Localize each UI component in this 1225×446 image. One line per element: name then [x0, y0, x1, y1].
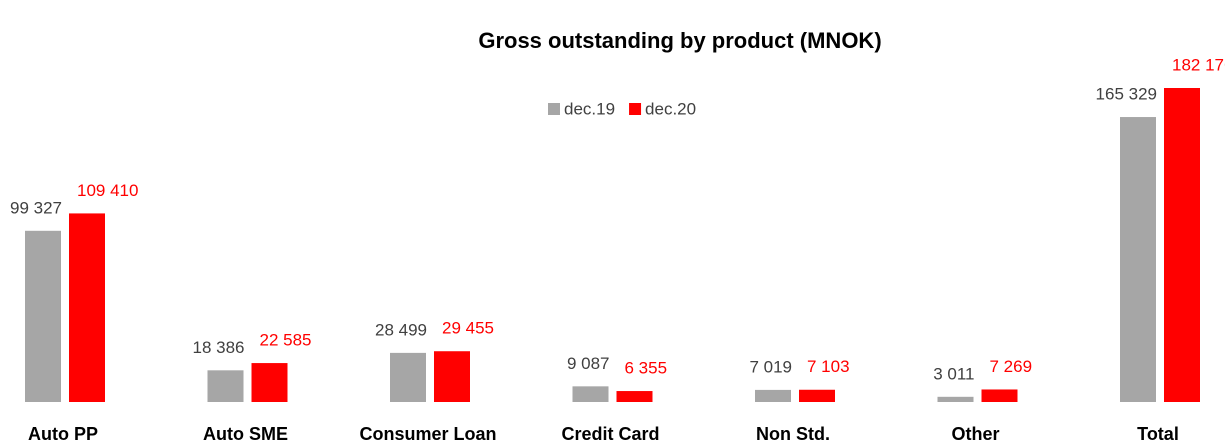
- legend-swatch: [548, 103, 560, 115]
- data-label: 22 585: [260, 331, 312, 350]
- x-tick-label: Auto PP: [28, 424, 98, 444]
- bar: [937, 396, 974, 402]
- data-label: 9 087: [567, 354, 610, 373]
- data-label: 165 329: [1096, 85, 1157, 104]
- data-label: 29 455: [442, 319, 494, 338]
- x-tick-label: Other: [951, 424, 999, 444]
- data-label: 7 103: [807, 357, 850, 376]
- data-label: 99 327: [10, 198, 62, 217]
- bar: [251, 363, 288, 402]
- legend-swatch: [629, 103, 642, 115]
- bar: [69, 213, 105, 402]
- data-label: 7 019: [749, 357, 792, 376]
- data-label: 18 386: [193, 338, 245, 357]
- data-label: 28 499: [375, 320, 427, 339]
- legend-label: dec.19: [564, 99, 615, 118]
- bar: [1120, 117, 1156, 402]
- data-label: 182 176: [1172, 55, 1225, 74]
- data-label: 3 011: [933, 364, 974, 383]
- data-label: 7 269: [990, 357, 1033, 376]
- bar: [799, 389, 835, 402]
- x-tick-label: Consumer Loan: [359, 424, 496, 444]
- chart-title: Gross outstanding by product (MNOK): [478, 28, 881, 53]
- bar: [25, 230, 61, 402]
- legend-label: dec.20: [645, 99, 696, 118]
- bar: [207, 370, 244, 402]
- x-tick-label: Total: [1137, 424, 1179, 444]
- bar: [1164, 88, 1200, 402]
- bar: [390, 352, 426, 402]
- bar: [755, 389, 791, 402]
- bar: [981, 389, 1018, 402]
- data-label: 6 355: [625, 359, 668, 378]
- bar: [434, 351, 470, 402]
- bar: [616, 391, 653, 402]
- bar: [572, 386, 609, 402]
- data-label: 109 410: [77, 181, 138, 200]
- x-tick-label: Auto SME: [203, 424, 288, 444]
- x-tick-label: Non Std.: [756, 424, 830, 444]
- x-tick-label: Credit Card: [561, 424, 659, 444]
